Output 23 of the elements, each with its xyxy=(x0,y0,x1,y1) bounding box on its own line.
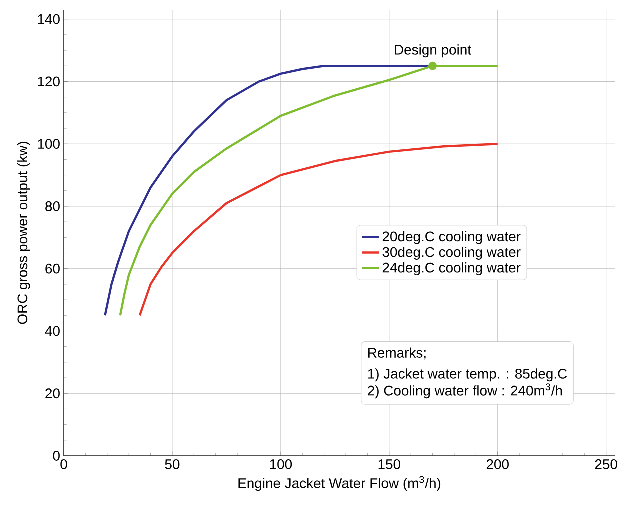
x-tick-label: 200 xyxy=(486,460,509,470)
x-tick-label: 250 xyxy=(595,460,618,470)
annotation: 2) Cooling water flow : 240m$^{3}$/h xyxy=(368,384,562,399)
y-axis-title: ORC gross power output (kw) xyxy=(17,142,30,324)
legend-label: 30deg.C cooling water xyxy=(382,246,521,260)
annotation: Design point xyxy=(395,44,472,58)
x-tick-label: 0 xyxy=(60,460,68,470)
y-tick-label: 20 xyxy=(46,388,60,399)
annotation: 1) Jacket water temp. : 85deg.C xyxy=(368,368,568,382)
y-tick-label: 100 xyxy=(38,139,60,150)
y-tick-label: 0 xyxy=(53,451,60,461)
legend-label: 24deg.C cooling water xyxy=(382,262,521,276)
x-tick-label: 50 xyxy=(165,460,180,470)
y-tick-label: 120 xyxy=(38,76,60,87)
y-tick-label: 40 xyxy=(45,326,60,336)
y-tick-label: 140 xyxy=(38,14,60,24)
y-tick-label: 60 xyxy=(46,264,60,274)
legend-label: 20deg.C cooling water xyxy=(382,231,521,244)
y-tick-label: 80 xyxy=(46,202,60,212)
annotation: Remarks; xyxy=(368,348,426,360)
x-tick-label: 100 xyxy=(270,460,292,470)
x-tick-label: 150 xyxy=(378,460,400,470)
x-axis-title: Engine Jacket Water Flow (m$^{3}$/h) xyxy=(238,476,441,492)
